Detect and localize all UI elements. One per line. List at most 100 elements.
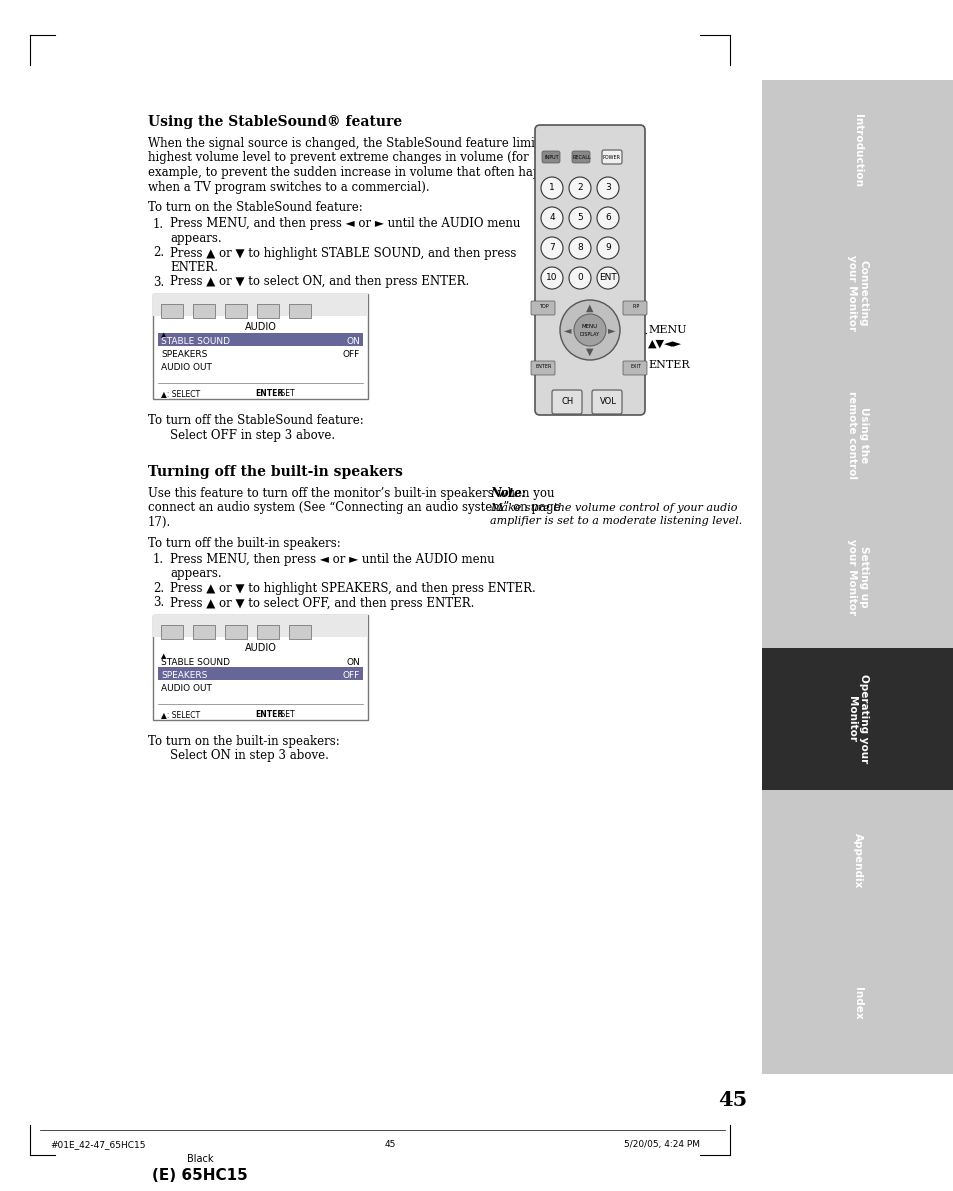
FancyBboxPatch shape <box>552 389 581 414</box>
Text: 9: 9 <box>604 243 610 252</box>
Circle shape <box>559 300 619 360</box>
Bar <box>289 625 311 640</box>
Circle shape <box>540 207 562 229</box>
FancyBboxPatch shape <box>531 301 555 314</box>
Text: Press MENU, and then press ◄ or ► until the AUDIO menu: Press MENU, and then press ◄ or ► until … <box>170 218 519 231</box>
Text: AUDIO OUT: AUDIO OUT <box>161 684 212 693</box>
Bar <box>152 615 368 637</box>
Text: when a TV program switches to a commercial).: when a TV program switches to a commerci… <box>148 181 429 193</box>
Bar <box>158 654 363 667</box>
Text: 1: 1 <box>549 183 555 193</box>
Bar <box>761 933 953 1074</box>
Text: Press ▲ or ▼ to select ON, and then press ENTER.: Press ▲ or ▼ to select ON, and then pres… <box>170 275 469 288</box>
Text: To turn on the built-in speakers:: To turn on the built-in speakers: <box>148 735 339 748</box>
Text: #01E_42-47_65HC15: #01E_42-47_65HC15 <box>50 1140 146 1149</box>
Text: STABLE SOUND: STABLE SOUND <box>161 337 230 347</box>
Text: Make sure the volume control of your audio: Make sure the volume control of your aud… <box>490 503 737 513</box>
Text: 1.: 1. <box>152 553 164 566</box>
Text: Press ▲ or ▼ to select OFF, and then press ENTER.: Press ▲ or ▼ to select OFF, and then pre… <box>170 597 474 610</box>
Text: DISPLAY: DISPLAY <box>579 332 599 337</box>
Text: 45: 45 <box>384 1140 395 1149</box>
Bar <box>158 667 363 680</box>
Bar <box>761 648 953 790</box>
Text: ▲: SELECT: ▲: SELECT <box>161 710 200 719</box>
Bar <box>761 222 953 364</box>
Text: ▲: ▲ <box>586 303 593 313</box>
Circle shape <box>568 177 590 199</box>
Text: STABLE SOUND: STABLE SOUND <box>161 657 230 667</box>
Text: appears.: appears. <box>170 567 221 580</box>
Circle shape <box>597 177 618 199</box>
Bar <box>193 625 214 640</box>
Circle shape <box>568 207 590 229</box>
Bar <box>256 625 278 640</box>
Circle shape <box>540 267 562 289</box>
Circle shape <box>568 237 590 258</box>
Text: Use this feature to turn off the monitor’s built-in speakers when you: Use this feature to turn off the monitor… <box>148 487 554 500</box>
Text: (E) 65HC15: (E) 65HC15 <box>152 1168 248 1183</box>
Text: AUDIO: AUDIO <box>244 643 276 653</box>
Text: VOL: VOL <box>598 398 616 406</box>
Bar <box>225 625 247 640</box>
Bar <box>152 294 368 399</box>
Bar <box>193 304 214 318</box>
Text: SPEAKERS: SPEAKERS <box>161 350 207 358</box>
Text: ENTER: ENTER <box>255 389 283 398</box>
Text: Appendix: Appendix <box>852 834 862 888</box>
Text: PIP: PIP <box>632 305 639 310</box>
Text: 3.: 3. <box>152 597 164 610</box>
FancyBboxPatch shape <box>592 389 621 414</box>
Text: amplifier is set to a moderate listening level.: amplifier is set to a moderate listening… <box>490 516 741 526</box>
Text: 0: 0 <box>577 274 582 282</box>
Text: 2.: 2. <box>152 247 164 260</box>
Bar <box>225 304 247 318</box>
Text: OFF: OFF <box>342 350 359 358</box>
Text: Press ▲ or ▼ to highlight STABLE SOUND, and then press: Press ▲ or ▼ to highlight STABLE SOUND, … <box>170 247 516 260</box>
Text: Index: Index <box>852 986 862 1019</box>
Text: To turn off the StableSound feature:: To turn off the StableSound feature: <box>148 414 363 428</box>
Text: RECALL: RECALL <box>572 155 591 160</box>
FancyBboxPatch shape <box>601 150 621 164</box>
Circle shape <box>597 267 618 289</box>
Text: MENU: MENU <box>647 325 686 335</box>
Text: Using the StableSound® feature: Using the StableSound® feature <box>148 116 402 129</box>
Text: ON: ON <box>346 657 359 667</box>
Text: ENT: ENT <box>598 274 617 282</box>
Bar <box>289 304 311 318</box>
Text: Connecting
your Monitor: Connecting your Monitor <box>846 255 868 331</box>
Bar <box>158 347 363 358</box>
Circle shape <box>574 314 605 347</box>
Text: ►: ► <box>608 325 615 335</box>
Bar <box>161 304 183 318</box>
Text: Operating your
Monitor: Operating your Monitor <box>846 674 868 763</box>
Text: highest volume level to prevent extreme changes in volume (for: highest volume level to prevent extreme … <box>148 151 528 164</box>
Bar <box>761 80 953 222</box>
Text: Setting up
your Monitor: Setting up your Monitor <box>846 540 868 615</box>
Bar <box>152 294 368 316</box>
Text: 4: 4 <box>549 213 555 223</box>
Text: Select OFF in step 3 above.: Select OFF in step 3 above. <box>170 429 335 442</box>
Text: 2: 2 <box>577 183 582 193</box>
Bar <box>761 790 953 933</box>
Text: MENU: MENU <box>581 324 598 330</box>
FancyBboxPatch shape <box>572 151 589 163</box>
Text: ▲: SELECT: ▲: SELECT <box>161 389 200 398</box>
Text: 10: 10 <box>546 274 558 282</box>
Text: Press ▲ or ▼ to highlight SPEAKERS, and then press ENTER.: Press ▲ or ▼ to highlight SPEAKERS, and … <box>170 582 536 596</box>
Bar <box>152 615 368 721</box>
Text: Note:: Note: <box>490 487 525 500</box>
Text: ▼: ▼ <box>586 347 593 357</box>
Text: 5: 5 <box>577 213 582 223</box>
Text: To turn on the StableSound feature:: To turn on the StableSound feature: <box>148 201 362 214</box>
Bar <box>158 358 363 372</box>
Text: :SET: :SET <box>278 389 294 398</box>
Text: OFF: OFF <box>342 671 359 680</box>
Text: 5/20/05, 4:24 PM: 5/20/05, 4:24 PM <box>623 1140 700 1149</box>
Text: Press MENU, then press ◄ or ► until the AUDIO menu: Press MENU, then press ◄ or ► until the … <box>170 553 494 566</box>
Circle shape <box>597 237 618 258</box>
Text: ENTER.: ENTER. <box>170 261 218 274</box>
Text: SPEAKERS: SPEAKERS <box>161 671 207 680</box>
Text: INPUT: INPUT <box>544 155 558 160</box>
Text: To turn off the built-in speakers:: To turn off the built-in speakers: <box>148 536 340 549</box>
Text: Turning off the built-in speakers: Turning off the built-in speakers <box>148 464 402 479</box>
